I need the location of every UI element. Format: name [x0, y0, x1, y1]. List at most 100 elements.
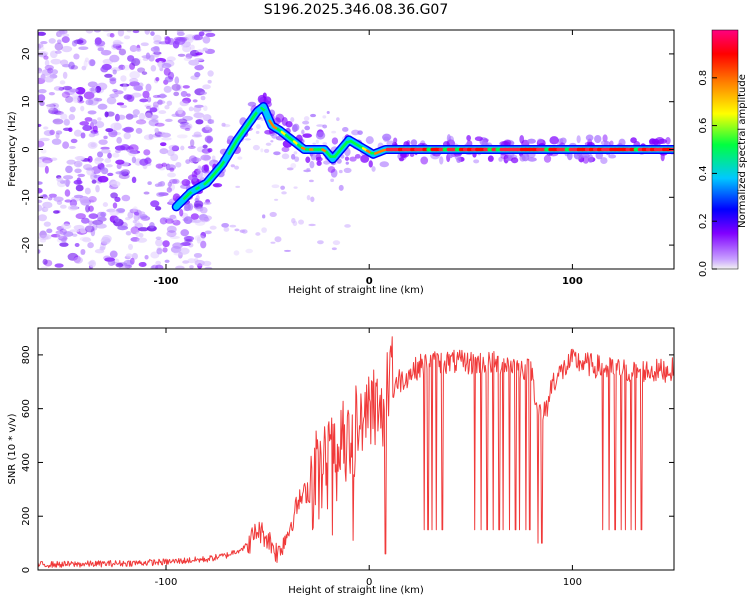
spectrogram-noise-blob: [140, 42, 149, 47]
spectrogram-halo-blob: [191, 170, 198, 179]
spectrogram-noise-blob: [111, 43, 118, 50]
spectrogram-noise-blob: [87, 141, 98, 149]
spectrogram-noise-blob: [98, 139, 108, 145]
spectrogram-noise-blob: [56, 200, 63, 205]
spectrogram-halo-blob: [499, 141, 509, 147]
spectrogram-noise-blob: [133, 211, 140, 216]
spectrogram-noise-blob: [310, 113, 317, 118]
spectrogram-noise-blob: [221, 222, 230, 228]
spectrogram-noise-blob: [175, 161, 182, 168]
spectrogram-noise-blob: [199, 114, 210, 121]
spectrogram-noise-blob: [91, 119, 98, 125]
spectrogram-noise-blob: [62, 71, 68, 79]
spectrogram-noise-blob: [54, 263, 64, 268]
spectrogram-noise-blob: [69, 88, 79, 93]
spectrogram-noise-blob: [186, 93, 191, 97]
spectrogram-noise-blob: [135, 127, 143, 134]
spectrogram-noise-blob: [60, 223, 72, 230]
spectrogram-noise-blob: [150, 31, 155, 36]
spectrogram-noise-blob: [42, 201, 53, 209]
spectrogram-noise-blob: [92, 125, 98, 133]
spectrogram-noise-blob: [169, 167, 175, 172]
spectrogram-halo-blob: [448, 135, 455, 145]
spectrogram-noise-blob: [120, 75, 127, 82]
spectrogram-noise-blob: [193, 34, 204, 41]
spectrogram-noise-blob: [92, 223, 98, 231]
spectrogram-noise-blob: [244, 138, 252, 141]
spectrogram-halo-blob: [305, 156, 311, 164]
spectrogram-noise-blob: [137, 67, 146, 73]
spectrogram-noise-blob: [126, 94, 135, 102]
spectrogram-noise-blob: [197, 165, 202, 172]
spectrogram-noise-blob: [81, 65, 87, 71]
spectrogram-noise-blob: [265, 142, 272, 146]
spectrogram-noise-blob: [185, 159, 191, 164]
spectrogram-noise-blob: [129, 78, 139, 84]
spectrogram-noise-blob: [116, 163, 122, 170]
spectrogram-y-tick-label: 20: [21, 48, 32, 61]
spectrogram-noise-blob: [270, 140, 274, 143]
spectrogram-noise-blob: [97, 117, 102, 121]
spectrogram-noise-blob: [317, 240, 324, 245]
spectrogram-noise-blob: [97, 151, 104, 158]
spectrogram-noise-blob: [84, 187, 91, 195]
spectrogram-noise-blob: [76, 156, 84, 162]
spectrogram-noise-blob: [197, 64, 203, 68]
spectrogram-noise-blob: [338, 184, 344, 191]
colorbar-gradient: [711, 29, 739, 270]
spectrogram-noise-blob: [102, 202, 109, 208]
spectrogram-noise-blob: [330, 178, 335, 183]
spectrogram-noise-blob: [233, 250, 240, 256]
snr-y-tick-label: 400: [21, 453, 32, 472]
spectrogram-noise-blob: [180, 145, 185, 151]
spectrogram-noise-blob: [118, 48, 127, 56]
spectrogram-noise-blob: [72, 233, 78, 237]
spectrogram-halo-blob: [537, 138, 544, 144]
spectrogram-noise-blob: [54, 50, 62, 54]
spectrogram-noise-blob: [343, 167, 352, 173]
spectrogram-noise-blob: [153, 40, 162, 45]
spectrogram-noise-blob: [83, 91, 95, 100]
spectrogram-noise-blob: [234, 228, 240, 232]
spectrogram-noise-blob: [123, 126, 134, 133]
spectrogram-noise-blob: [167, 181, 172, 188]
spectrogram-noise-blob: [38, 161, 47, 168]
spectrogram-noise-blob: [152, 50, 162, 57]
spectrogram-noise-blob: [204, 135, 214, 143]
spectrogram-noise-blob: [203, 201, 212, 205]
spectrogram-noise-blob: [193, 252, 203, 258]
spectrogram-noise-blob: [245, 248, 254, 254]
spectrogram-noise-blob: [110, 131, 122, 136]
spectrogram-noise-blob: [184, 127, 191, 132]
spectrogram-noise-blob: [185, 123, 193, 130]
spectrogram-noise-blob: [155, 238, 163, 247]
colorbar-label: Normalized spectral amplitude: [737, 74, 748, 228]
spectrogram-noise-blob: [147, 181, 152, 185]
spectrogram-noise-blob: [142, 90, 150, 99]
spectrogram-noise-blob: [123, 132, 131, 140]
spectrogram-halo-blob: [351, 129, 360, 136]
spectrogram-halo-blob: [410, 139, 418, 147]
spectrogram-noise-blob: [144, 112, 153, 120]
spectrogram-noise-blob: [221, 122, 226, 127]
spectrogram-noise-blob: [44, 59, 50, 67]
spectrogram-noise-blob: [58, 30, 68, 35]
spectrogram-halo-blob: [382, 133, 392, 141]
spectrogram-noise-blob: [93, 97, 99, 102]
spectrogram-noise-blob: [38, 140, 45, 148]
spectrogram-noise-blob: [338, 169, 343, 174]
spectrogram-halo-blob: [594, 134, 602, 144]
spectrogram-noise-blob: [43, 55, 49, 60]
spectrogram-noise-blob: [46, 103, 55, 111]
spectrogram-noise-blob: [62, 85, 73, 91]
snr-y-label: SNR (10 * v/v): [7, 413, 18, 484]
spectrogram-noise-blob: [59, 80, 66, 85]
spectrogram-noise-blob: [131, 176, 137, 183]
spectrogram-halo-blob: [192, 176, 198, 182]
colorbar-tick-label: 0.6: [698, 118, 709, 134]
spectrogram-noise-blob: [139, 98, 149, 103]
spectrogram-noise-blob: [143, 149, 151, 156]
spectrogram-noise-blob: [107, 258, 116, 267]
spectrogram-noise-blob: [200, 231, 207, 239]
